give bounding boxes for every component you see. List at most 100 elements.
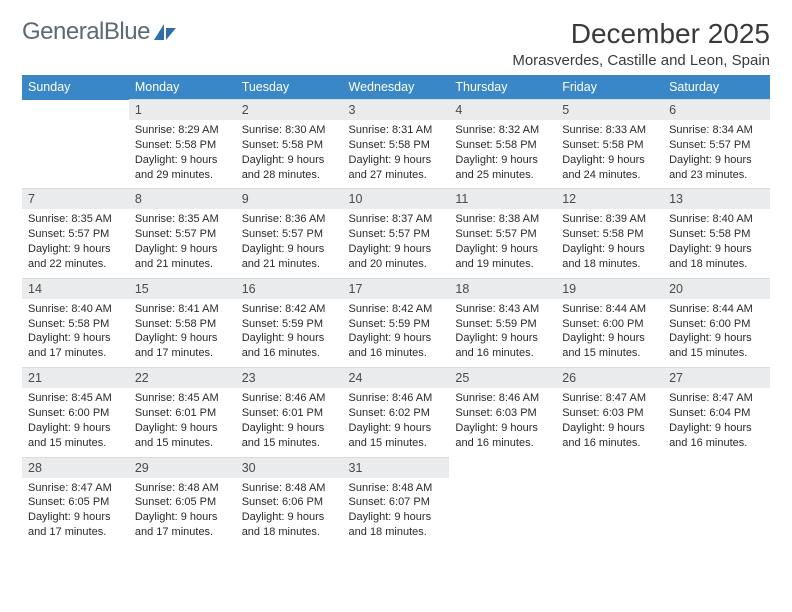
calendar-table: Sunday Monday Tuesday Wednesday Thursday…: [22, 75, 770, 546]
sunset-line: Sunset: 5:57 PM: [28, 227, 123, 242]
weekday-header: Thursday: [449, 75, 556, 100]
location-text: Morasverdes, Castille and Leon, Spain: [512, 52, 770, 69]
sunrise-line: Sunrise: 8:33 AM: [562, 123, 657, 138]
day-number-cell: [556, 457, 663, 478]
calendar-body: 123456Sunrise: 8:29 AMSunset: 5:58 PMDay…: [22, 100, 770, 546]
weekday-header: Saturday: [663, 75, 770, 100]
daylight-line: Daylight: 9 hours and 18 minutes.: [562, 242, 657, 272]
day-number-cell: 31: [343, 457, 450, 478]
day-info-cell: Sunrise: 8:37 AMSunset: 5:57 PMDaylight:…: [343, 209, 450, 278]
day-info-cell: Sunrise: 8:40 AMSunset: 5:58 PMDaylight:…: [22, 299, 129, 368]
sunset-line: Sunset: 6:01 PM: [135, 406, 230, 421]
sunset-line: Sunset: 6:07 PM: [349, 495, 444, 510]
day-number-cell: 21: [22, 368, 129, 389]
day-info-cell: Sunrise: 8:44 AMSunset: 6:00 PMDaylight:…: [663, 299, 770, 368]
day-number-cell: 30: [236, 457, 343, 478]
sunrise-line: Sunrise: 8:47 AM: [28, 481, 123, 496]
day-info-row: Sunrise: 8:35 AM Sunset: 5:57 PM Daylight:…: [22, 209, 770, 278]
daylight-line: Daylight: 9 hours and 15 minutes.: [562, 331, 657, 361]
day-number-row: 78910111213: [22, 189, 770, 210]
day-number-cell: 2: [236, 100, 343, 121]
day-info-cell: Sunrise: 8:36 AMSunset: 5:57 PMDaylight:…: [236, 209, 343, 278]
sunrise-line: Sunrise: 8:29 AM: [135, 123, 230, 138]
day-number-cell: [22, 100, 129, 121]
sunrise-line: Sunrise: 8:31 AM: [349, 123, 444, 138]
sunrise-line: Sunrise: 8:46 AM: [349, 391, 444, 406]
brand-name-b: Blue: [104, 18, 150, 45]
sunrise-line: Sunrise: 8:42 AM: [242, 302, 337, 317]
sunset-line: Sunset: 6:00 PM: [28, 406, 123, 421]
sunset-line: Sunset: 6:00 PM: [562, 317, 657, 332]
daylight-line: Daylight: 9 hours and 17 minutes.: [135, 510, 230, 540]
sunrise-line: Sunrise: 8:30 AM: [242, 123, 337, 138]
day-info-cell: Sunrise: 8:38 AMSunset: 5:57 PMDaylight:…: [449, 209, 556, 278]
sunrise-line: Sunrise: 8:32 AM: [455, 123, 550, 138]
sunrise-line: Sunrise: 8:46 AM: [455, 391, 550, 406]
sunset-line: Sunset: 5:57 PM: [349, 227, 444, 242]
daylight-line: Daylight: 9 hours and 25 minutes.: [455, 153, 550, 183]
sunrise-line: Sunrise: 8:45 AM: [135, 391, 230, 406]
day-info-cell: Sunrise: 8:35 AMSunset: 5:57 PMDaylight:…: [22, 209, 129, 278]
daylight-line: Daylight: 9 hours and 18 minutes.: [242, 510, 337, 540]
sunrise-line: Sunrise: 8:40 AM: [669, 212, 764, 227]
day-info-cell: Sunrise: 8:40 AMSunset: 5:58 PMDaylight:…: [663, 209, 770, 278]
day-number-cell: 13: [663, 189, 770, 210]
daylight-line: Daylight: 9 hours and 18 minutes.: [349, 510, 444, 540]
sunset-line: Sunset: 5:59 PM: [455, 317, 550, 332]
daylight-line: Daylight: 9 hours and 18 minutes.: [669, 242, 764, 272]
day-number-cell: 6: [663, 100, 770, 121]
day-info-cell: Sunrise: 8:43 AMSunset: 5:59 PMDaylight:…: [449, 299, 556, 368]
day-info-cell: Sunrise: 8:46 AMSunset: 6:01 PMDaylight:…: [236, 388, 343, 457]
sunrise-line: Sunrise: 8:44 AM: [669, 302, 764, 317]
sunrise-line: Sunrise: 8:39 AM: [562, 212, 657, 227]
sunrise-line: Sunrise: 8:35 AM: [135, 212, 230, 227]
day-info-row: Sunrise: 8:29 AMSunset: 5:58 PMDaylight:…: [22, 120, 770, 189]
day-info-row: Sunrise: 8:47 AMSunset: 6:05 PMDaylight:…: [22, 478, 770, 546]
sunrise-line: Sunrise: 8:42 AM: [349, 302, 444, 317]
day-number-cell: 18: [449, 278, 556, 299]
title-block: December 2025 Morasverdes, Castille and …: [512, 18, 770, 69]
day-number-cell: 23: [236, 368, 343, 389]
day-info-cell: Sunrise: 8:42 AMSunset: 5:59 PMDaylight:…: [236, 299, 343, 368]
daylight-line: Daylight: 9 hours and 15 minutes.: [669, 331, 764, 361]
daylight-line: Daylight: 9 hours and 16 minutes.: [349, 331, 444, 361]
sunset-line: Sunset: 5:58 PM: [455, 138, 550, 153]
daylight-line: Daylight: 9 hours and 21 minutes.: [242, 242, 337, 272]
daylight-line: Daylight: 9 hours and 24 minutes.: [562, 153, 657, 183]
day-info-cell: [556, 478, 663, 546]
day-number-cell: 26: [556, 368, 663, 389]
sunrise-line: Sunrise: 8:48 AM: [242, 481, 337, 496]
brand-name: GeneralBlue: [22, 18, 150, 46]
day-number-cell: [663, 457, 770, 478]
day-number-cell: 14: [22, 278, 129, 299]
month-title: December 2025: [512, 18, 770, 50]
sunset-line: Sunset: 6:03 PM: [562, 406, 657, 421]
day-number-row: 21222324252627: [22, 368, 770, 389]
day-info-row: Sunrise: 8:45 AMSunset: 6:00 PMDaylight:…: [22, 388, 770, 457]
sunset-line: Sunset: 5:58 PM: [135, 317, 230, 332]
daylight-line: Daylight: 9 hours and 17 minutes.: [135, 331, 230, 361]
sunset-line: Sunset: 5:59 PM: [349, 317, 444, 332]
sunrise-line: Sunrise: 8:45 AM: [28, 391, 123, 406]
day-info-cell: Sunrise: 8:39 AMSunset: 5:58 PMDaylight:…: [556, 209, 663, 278]
day-number-cell: 16: [236, 278, 343, 299]
sunset-line: Sunset: 6:03 PM: [455, 406, 550, 421]
day-info-cell: Sunrise: 8:29 AMSunset: 5:58 PMDaylight:…: [129, 120, 236, 189]
weekday-header: Monday: [129, 75, 236, 100]
day-info-cell: Sunrise: 8:45 AMSunset: 6:01 PMDaylight:…: [129, 388, 236, 457]
brand-logo: GeneralBlue: [22, 18, 178, 46]
sunrise-line: Sunrise: 8:40 AM: [28, 302, 123, 317]
day-number-cell: 12: [556, 189, 663, 210]
day-info-row: Sunrise: 8:40 AMSunset: 5:58 PMDaylight:…: [22, 299, 770, 368]
day-info-cell: Sunrise: 8:32 AMSunset: 5:58 PMDaylight:…: [449, 120, 556, 189]
sunrise-line: Sunrise: 8:46 AM: [242, 391, 337, 406]
day-number-row: 14151617181920: [22, 278, 770, 299]
day-info-cell: Sunrise: 8:46 AMSunset: 6:02 PMDaylight:…: [343, 388, 450, 457]
day-info-cell: Sunrise: 8:42 AMSunset: 5:59 PMDaylight:…: [343, 299, 450, 368]
sunset-line: Sunset: 5:58 PM: [669, 227, 764, 242]
day-number-row: 28293031: [22, 457, 770, 478]
day-number-cell: 7: [22, 189, 129, 210]
day-number-cell: [449, 457, 556, 478]
day-number-cell: 10: [343, 189, 450, 210]
weekday-header: Sunday: [22, 75, 129, 100]
